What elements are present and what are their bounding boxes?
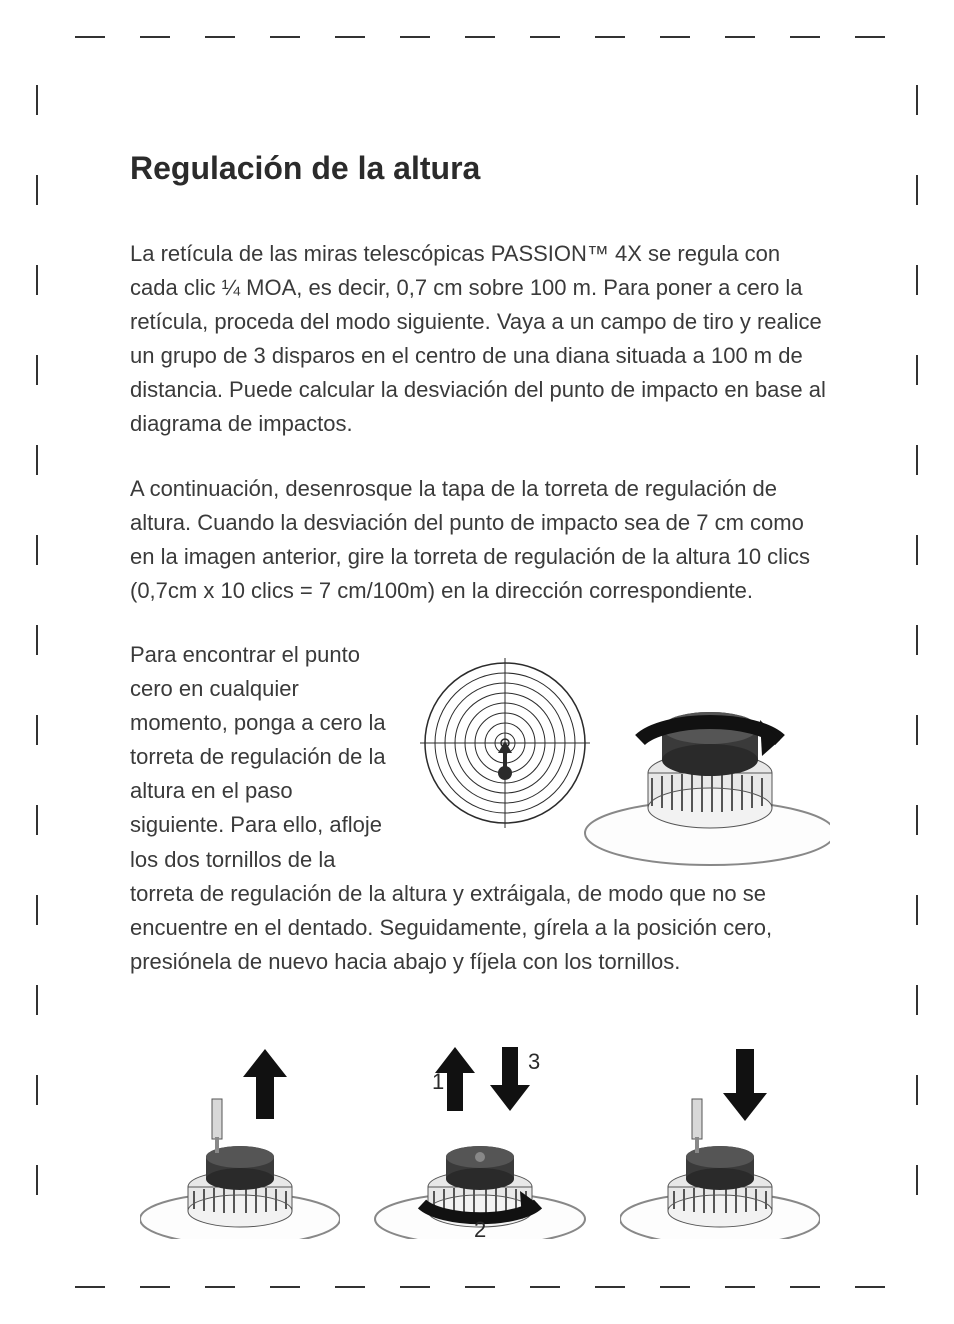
crop-marks — [0, 0, 954, 116]
page-title: Regulación de la altura — [130, 150, 830, 187]
step-lift — [130, 1029, 350, 1239]
steps-row: 1 3 2 — [130, 1029, 830, 1239]
step-label-3: 3 — [528, 1049, 540, 1074]
inline-illustrations — [410, 638, 830, 868]
page-content: Regulación de la altura La retícula de l… — [130, 150, 830, 1239]
step-press — [610, 1029, 830, 1239]
step-label-1: 1 — [432, 1069, 444, 1094]
target-and-turret-svg — [410, 638, 830, 868]
step-rotate: 1 3 2 — [370, 1029, 590, 1239]
paragraph-2: A continuación, desenrosque la tapa de l… — [130, 472, 830, 608]
step-label-2: 2 — [474, 1217, 486, 1239]
paragraph-1: La retícula de las miras telescópicas PA… — [130, 237, 830, 442]
